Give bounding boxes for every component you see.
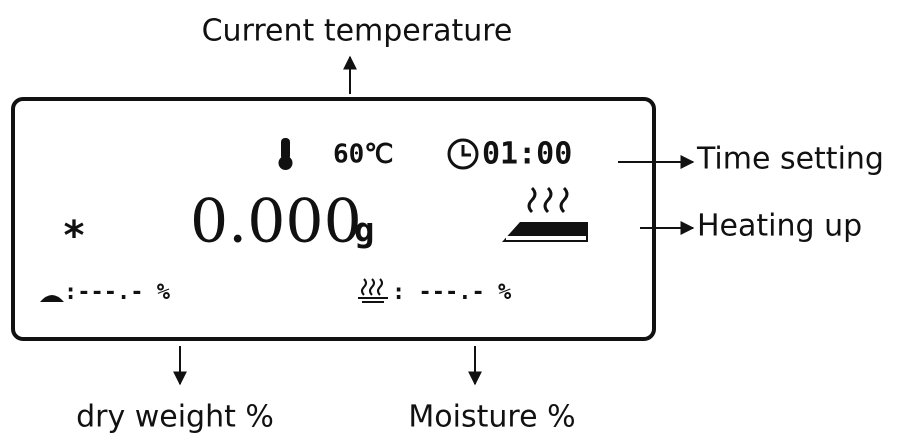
label-moisture: Moisture % <box>408 400 575 435</box>
unit: g <box>354 211 374 251</box>
temperature: 60℃ <box>333 140 394 170</box>
label-heating-up: Heating up <box>697 209 862 244</box>
time: 01:00 <box>482 137 572 172</box>
label-current-temperature: Current temperature <box>202 14 513 49</box>
dry-icon <box>40 295 64 302</box>
label-time-setting: Time setting <box>696 142 884 177</box>
heating-icon <box>502 186 588 242</box>
moisture-value: : ---.- % <box>392 280 512 305</box>
clock-icon <box>447 138 479 170</box>
dry-weight-value: :---.- % <box>64 280 171 305</box>
thermometer-icon <box>278 138 293 170</box>
lcd-frame <box>11 97 656 341</box>
label-dry-weight: dry weight % <box>76 400 274 435</box>
star: * <box>62 213 86 259</box>
weight: 0.000 <box>190 187 362 257</box>
steam-icon <box>358 278 388 303</box>
